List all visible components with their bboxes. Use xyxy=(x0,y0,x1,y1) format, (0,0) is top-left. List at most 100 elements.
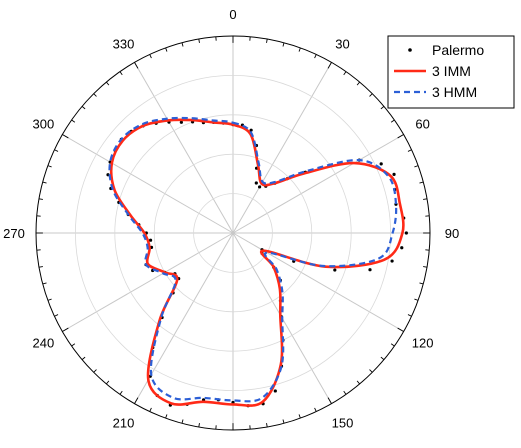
ring-tick-35 xyxy=(344,72,346,75)
ring-tick-30 xyxy=(328,62,331,68)
ring-tick-125 xyxy=(391,344,394,346)
ring-tick-255 xyxy=(43,283,47,284)
ring-tick-120 xyxy=(398,328,404,331)
palermo-point xyxy=(400,246,403,249)
series-line-3-imm xyxy=(111,120,403,406)
ring-tick-235 xyxy=(72,344,75,346)
ring-tick-115 xyxy=(408,315,412,317)
palermo-point xyxy=(390,259,393,262)
ring-tick-280 xyxy=(39,199,43,200)
ring-tick-150 xyxy=(328,398,331,404)
ring-tick-75 xyxy=(419,182,423,183)
angle-tick-label-210: 210 xyxy=(113,416,135,431)
ring-tick-165 xyxy=(283,419,284,423)
ring-tick-205 xyxy=(150,408,152,412)
ring-tick-315 xyxy=(94,94,97,97)
legend-marker xyxy=(408,48,412,52)
palermo-point xyxy=(258,185,261,188)
ring-tick-195 xyxy=(182,419,183,423)
angle-tick-label-120: 120 xyxy=(412,336,434,351)
ring-tick-70 xyxy=(414,166,418,167)
angle-tick-label-240: 240 xyxy=(32,336,54,351)
ring-tick-220 xyxy=(106,381,109,384)
angle-tick-label-60: 60 xyxy=(415,117,429,132)
ring-tick-45 xyxy=(370,94,373,97)
palermo-point xyxy=(255,181,258,184)
ring-tick-160 xyxy=(299,414,300,418)
ring-tick-340 xyxy=(166,48,167,52)
ring-tick-215 xyxy=(120,391,122,394)
ring-tick-155 xyxy=(315,408,317,412)
spoke-120 xyxy=(233,233,404,332)
series-3-imm xyxy=(111,120,403,406)
ring-tick-40 xyxy=(357,82,360,85)
ring-tick-60 xyxy=(398,135,404,138)
ring-tick-145 xyxy=(344,391,346,394)
ring-tick-15 xyxy=(283,43,284,47)
ring-tick-260 xyxy=(39,267,43,268)
series-3-hmm xyxy=(109,118,396,401)
ring-tick-295 xyxy=(54,150,58,152)
palermo-point xyxy=(368,268,371,271)
ring-tick-170 xyxy=(267,423,268,427)
angle-tick-label-0: 0 xyxy=(229,7,236,22)
legend-label: 3 IMM xyxy=(432,63,471,79)
ring-tick-130 xyxy=(381,357,384,360)
palermo-point xyxy=(274,389,277,392)
spoke-60 xyxy=(233,135,404,234)
ring-tick-345 xyxy=(182,43,183,47)
palermo-point xyxy=(180,121,183,124)
ring-tick-20 xyxy=(299,48,300,52)
palermo-point xyxy=(333,268,336,271)
ring-tick-50 xyxy=(381,106,384,109)
ring-tick-65 xyxy=(408,150,412,152)
ring-tick-200 xyxy=(166,414,167,418)
grid xyxy=(36,36,430,430)
palermo-point xyxy=(392,173,395,176)
ring-tick-230 xyxy=(82,357,85,360)
angle-tick-label-30: 30 xyxy=(335,36,349,51)
series-layer xyxy=(106,118,408,407)
ring-tick-240 xyxy=(62,328,68,331)
ring-tick-225 xyxy=(94,370,97,373)
legend: Palermo 3 IMM 3 HMM xyxy=(388,36,514,108)
ring-tick-245 xyxy=(54,315,58,317)
ring-tick-140 xyxy=(357,381,360,384)
angle-tick-label-150: 150 xyxy=(332,416,354,431)
ring-tick-305 xyxy=(72,120,75,122)
ring-tick-105 xyxy=(419,283,423,284)
ring-tick-80 xyxy=(423,199,427,200)
spoke-330 xyxy=(135,62,234,233)
ring-tick-325 xyxy=(120,72,122,75)
angle-tick-label-330: 330 xyxy=(113,36,135,51)
ring-tick-190 xyxy=(199,423,200,427)
ring-tick-250 xyxy=(48,299,52,300)
ring-tick-335 xyxy=(150,54,152,58)
ring-tick-330 xyxy=(135,62,138,68)
spoke-300 xyxy=(62,135,233,234)
legend-label: 3 HMM xyxy=(432,84,477,100)
angle-tick-label-270: 270 xyxy=(3,226,25,241)
palermo-point xyxy=(405,231,408,234)
ring-tick-300 xyxy=(62,135,68,138)
ring-tick-350 xyxy=(199,39,200,43)
ring-tick-10 xyxy=(267,39,268,43)
spoke-30 xyxy=(233,62,332,233)
ring-tick-210 xyxy=(135,398,138,404)
angle-tick-label-300: 300 xyxy=(32,117,54,132)
palermo-point xyxy=(380,162,383,165)
legend-label: Palermo xyxy=(432,42,484,58)
angle-tick-label-90: 90 xyxy=(445,226,459,241)
ring-tick-110 xyxy=(414,299,418,300)
ring-tick-25 xyxy=(315,54,317,58)
ring-tick-285 xyxy=(43,182,47,183)
ring-tick-320 xyxy=(106,82,109,85)
ring-tick-55 xyxy=(391,120,394,122)
ring-tick-100 xyxy=(423,267,427,268)
series-line-3-hmm xyxy=(109,118,396,401)
ring-tick-135 xyxy=(370,370,373,373)
ring-tick-310 xyxy=(82,106,85,109)
ring-tick-290 xyxy=(48,166,52,167)
